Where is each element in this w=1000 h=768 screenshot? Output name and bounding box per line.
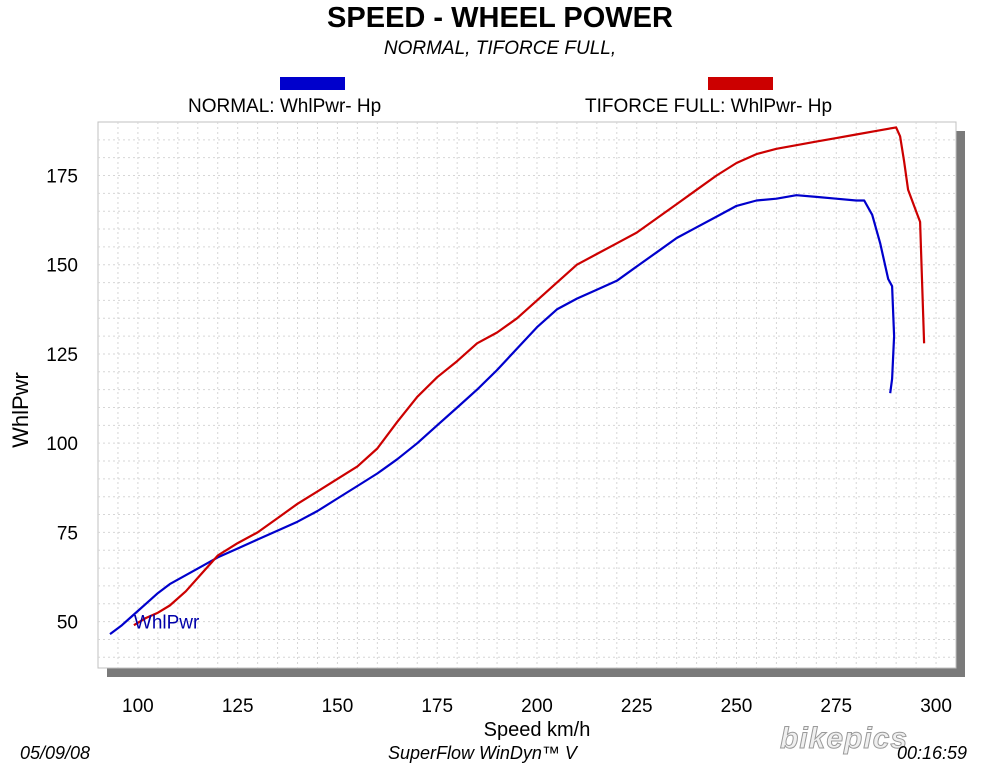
legend-swatch-tiforce [708,77,773,90]
footer-time: 00:16:59 [897,743,968,763]
series-line-tiforce [133,126,926,627]
x-axis-label: Speed km/h [484,719,591,741]
x-tick-label: 250 [721,696,753,717]
y-tick-label: 100 [46,434,78,455]
watermark-logo: bikepics [779,722,909,756]
y-tick-label: 75 [57,523,78,544]
legend-label-tiforce: TIFORCE FULL: WhlPwr- Hp [585,96,833,117]
series-line-normal [109,194,896,635]
plot-annotation: WhlPwr [134,613,200,634]
x-tick-label: 200 [521,696,553,717]
chart-subtitle: NORMAL, TIFORCE FULL, [383,38,617,59]
y-tick-label: 150 [46,256,78,277]
x-tick-label: 300 [920,696,952,717]
x-tick-label: 150 [322,696,354,717]
x-tick-label: 125 [222,696,254,717]
legend-swatch-normal [280,77,345,90]
x-tick-label: 275 [820,696,852,717]
chart-title: SPEED - WHEEL POWER [327,2,673,34]
y-tick-label: 175 [46,167,78,188]
legend-label-normal: NORMAL: WhlPwr- Hp [188,96,382,117]
x-tick-label: 175 [421,696,453,717]
footer-date: 05/09/08 [20,743,91,763]
y-tick-label: 50 [57,613,78,634]
y-tick-label: 125 [46,345,78,366]
y-axis-label: WhlPwr [8,372,33,448]
plot-area [97,121,957,669]
x-tick-label: 225 [621,696,653,717]
footer-software: SuperFlow WinDyn™ V [388,743,577,763]
x-tick-label: 100 [122,696,154,717]
